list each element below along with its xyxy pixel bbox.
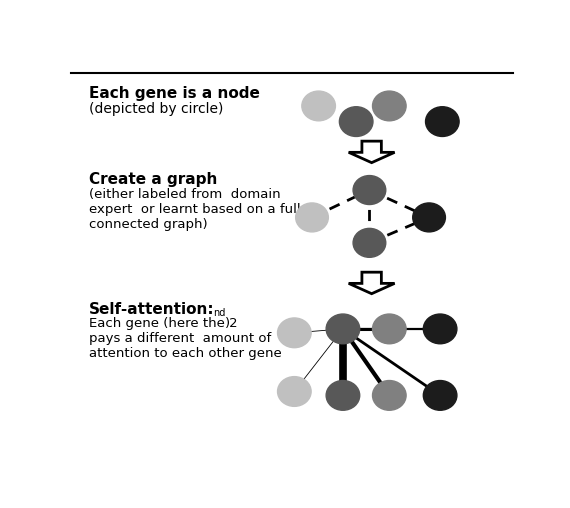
Circle shape (413, 203, 445, 232)
Text: Each gene is a node: Each gene is a node (89, 86, 260, 102)
Text: (either labeled from  domain
expert  or learnt based on a fully
connected graph): (either labeled from domain expert or le… (89, 188, 308, 231)
Circle shape (373, 380, 406, 410)
Circle shape (353, 176, 386, 205)
Circle shape (373, 91, 406, 121)
Circle shape (426, 107, 459, 137)
Circle shape (373, 314, 406, 344)
Text: (depicted by circle): (depicted by circle) (89, 102, 223, 116)
Text: Each gene (here the 2: Each gene (here the 2 (89, 317, 238, 330)
Circle shape (278, 376, 311, 406)
Text: nd: nd (214, 308, 226, 318)
Circle shape (353, 229, 386, 258)
Circle shape (278, 318, 311, 347)
Circle shape (326, 380, 360, 410)
Text: Self-attention:: Self-attention: (89, 302, 214, 316)
Text: Create a graph: Create a graph (89, 172, 217, 187)
Polygon shape (349, 272, 394, 294)
Circle shape (424, 380, 457, 410)
Text: ): ) (225, 317, 230, 330)
Circle shape (424, 314, 457, 344)
Circle shape (296, 203, 328, 232)
Polygon shape (349, 141, 394, 163)
Circle shape (302, 91, 335, 121)
Circle shape (339, 107, 373, 137)
Circle shape (326, 314, 360, 344)
Text: pays a different  amount of
attention to each other gene: pays a different amount of attention to … (89, 332, 282, 360)
